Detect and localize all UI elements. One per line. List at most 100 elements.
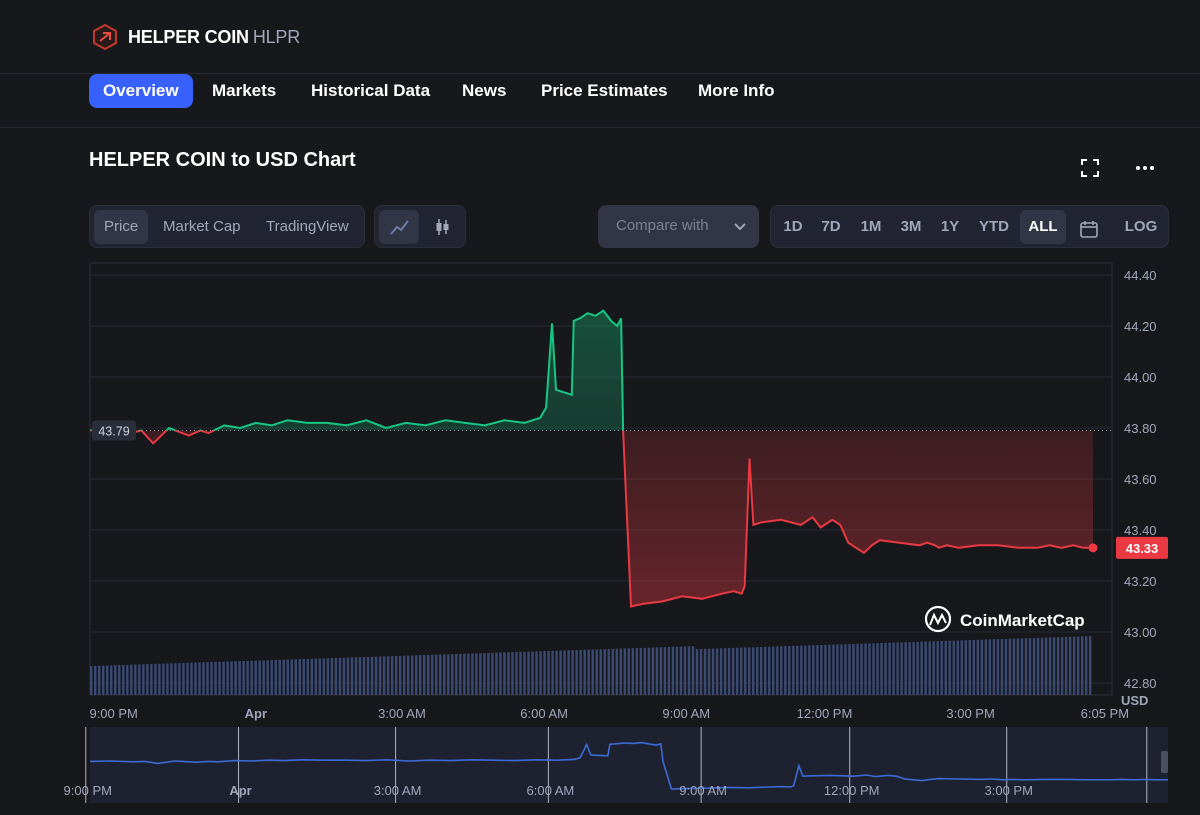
range-7d-button[interactable]: 7D <box>821 218 841 235</box>
volume-bar <box>796 645 799 695</box>
range-1d-button[interactable]: 1D <box>783 218 803 235</box>
range-1m-button[interactable]: 1M <box>860 218 882 235</box>
volume-bar <box>992 639 996 695</box>
volume-bar <box>984 639 988 695</box>
volume-bar <box>166 663 169 695</box>
volume-bar <box>439 654 442 695</box>
volume-bar <box>106 665 109 695</box>
volume-bar <box>98 665 101 695</box>
last-price-dot[interactable] <box>1088 543 1098 553</box>
volume-bar <box>760 646 763 695</box>
volume-bar <box>768 646 771 695</box>
type-market-cap-button[interactable]: Market Cap <box>163 218 241 235</box>
volume-bar <box>479 653 482 695</box>
fullscreen-icon[interactable] <box>1078 156 1102 180</box>
volume-bar <box>639 647 643 695</box>
range-all-button[interactable]: ALL <box>1020 210 1066 244</box>
volume-bar <box>912 641 915 695</box>
tab-historical-data[interactable]: Historical Data <box>311 81 431 100</box>
line-view-button[interactable] <box>379 210 419 244</box>
volume-bar <box>318 658 322 695</box>
volume-bar <box>334 657 338 695</box>
volume-bar <box>1024 638 1028 695</box>
volume-bar <box>655 647 659 695</box>
candlestick-icon <box>436 219 449 235</box>
y-tick-label: 43.20 <box>1124 574 1157 589</box>
volume-bar <box>1060 637 1064 695</box>
volume-bar <box>832 644 835 695</box>
volume-bar <box>90 666 93 695</box>
tab-more-info[interactable]: More Info <box>698 81 775 100</box>
volume-bar <box>551 650 554 695</box>
volume-bar <box>467 653 470 695</box>
tab-price-estimates[interactable]: Price Estimates <box>541 81 668 100</box>
log-scale-button[interactable]: LOG <box>1124 218 1158 235</box>
volume-bar <box>230 661 233 695</box>
tab-markets[interactable]: Markets <box>212 81 277 100</box>
volume-bar <box>358 657 362 695</box>
volume-bar <box>94 665 97 695</box>
area-above-baseline <box>90 310 1093 431</box>
price-area <box>90 310 1093 607</box>
volume-bar <box>455 653 458 695</box>
volume-bar <box>892 642 895 695</box>
range-1y-button[interactable]: 1Y <box>940 218 960 235</box>
volume-bar <box>896 642 899 695</box>
type-price-button[interactable]: Price <box>94 210 149 244</box>
coin-logo-icon <box>93 23 117 51</box>
tab-news[interactable]: News <box>462 81 507 100</box>
volume-bar <box>258 660 261 695</box>
navigator-handle[interactable] <box>1161 751 1168 773</box>
volume-bar <box>190 662 193 695</box>
time-navigator[interactable]: 9:00 PM Apr 3:00 AM 6:00 AM 9:00 AM 12:00 PM 3… <box>0 725 1200 815</box>
chart-title: HELPER COIN to USD Chart <box>89 149 356 171</box>
volume-bar <box>511 652 514 695</box>
volume-bar <box>483 653 486 695</box>
tab-overview[interactable]: Overview <box>89 74 193 108</box>
volume-bar <box>451 654 454 695</box>
volume-bar <box>695 649 699 695</box>
more-icon[interactable] <box>1133 156 1157 180</box>
volume-bar <box>792 645 795 695</box>
x-tick-label: 6:05 PM <box>1081 706 1129 721</box>
type-tradingview-button[interactable]: TradingView <box>266 218 349 235</box>
volume-bar <box>659 647 663 695</box>
volume-bar <box>182 662 185 695</box>
y-tick-label: 44.40 <box>1124 268 1157 283</box>
volume-bar <box>703 648 707 695</box>
price-chart[interactable]: CoinMarketCap 44.4044.2044.0043.8043.604… <box>0 255 1200 725</box>
volume-bar <box>587 649 590 695</box>
volume-bar <box>226 661 229 695</box>
top-bar: HELPER COIN HLPR <box>0 0 1200 74</box>
volume-bar <box>595 649 598 695</box>
volume-bar <box>948 640 951 695</box>
last-price-tag <box>1116 536 1168 559</box>
x-tick-label: Apr <box>245 706 267 721</box>
y-tick-label: 44.20 <box>1124 319 1157 334</box>
range-ytd-button[interactable]: YTD <box>979 218 1009 235</box>
volume-bar <box>330 658 334 695</box>
x-tick-label: 9:00 PM <box>89 706 137 721</box>
candle-view-button[interactable] <box>423 210 463 244</box>
volume-bar <box>707 648 711 695</box>
volume-bar <box>350 657 354 695</box>
date-picker-button[interactable] <box>1071 210 1107 244</box>
line-chart-icon <box>390 220 409 235</box>
volume-bar <box>667 646 671 695</box>
volume-bar <box>900 642 903 695</box>
navigator-tick-label: 6:00 AM <box>527 783 575 798</box>
volume-bar <box>362 657 366 695</box>
compare-with-select[interactable]: Compare with <box>598 205 759 248</box>
volume-bar <box>928 641 931 695</box>
volume-bar <box>800 645 803 695</box>
volume-bar <box>286 659 289 695</box>
volume-bar <box>1036 637 1040 695</box>
chevron-down-icon <box>734 223 746 231</box>
volume-bar <box>860 643 863 695</box>
navigator-tick-label: 9:00 AM <box>679 783 727 798</box>
volume-bar <box>186 662 189 695</box>
volume-bar <box>370 656 374 695</box>
volume-bar <box>118 665 121 695</box>
volume-bar <box>218 661 221 695</box>
range-3m-button[interactable]: 3M <box>900 218 922 235</box>
